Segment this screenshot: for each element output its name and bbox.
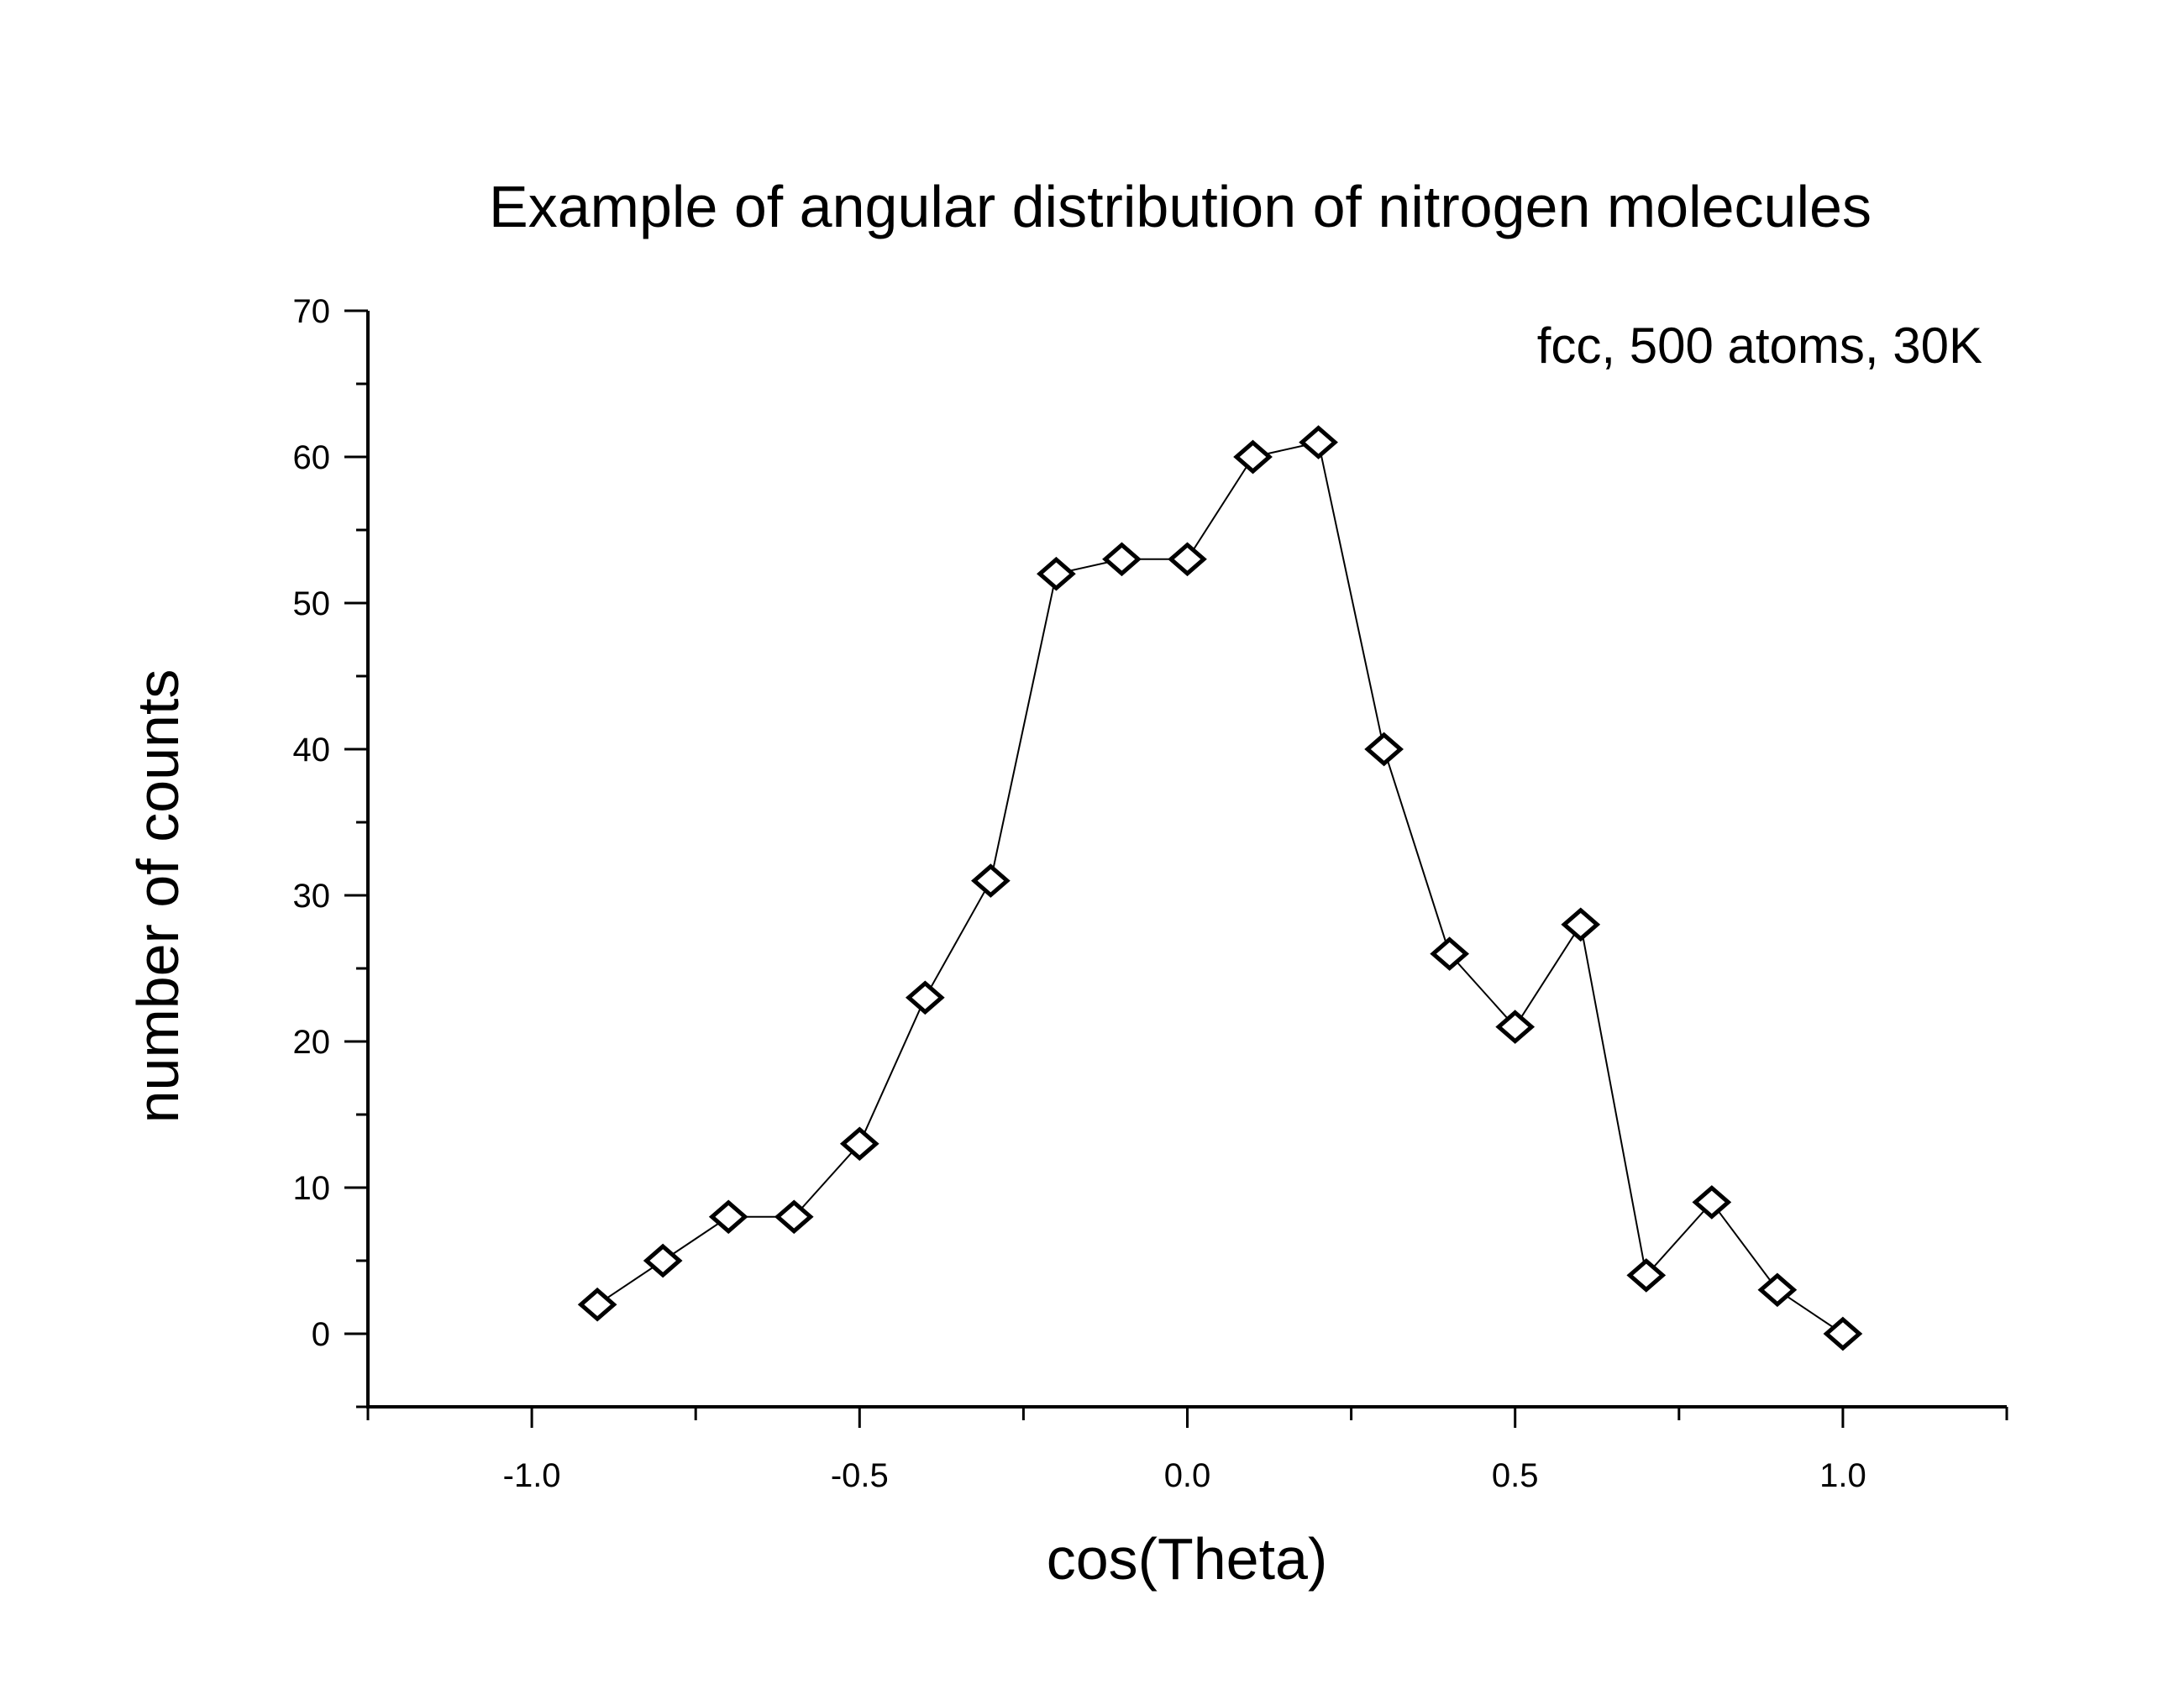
y-tick-label: 0 — [312, 1316, 330, 1353]
data-point-marker — [1692, 1185, 1732, 1220]
x-tick-label: -0.5 — [831, 1457, 889, 1494]
data-point-marker — [1037, 556, 1076, 591]
data-point-marker — [708, 1199, 748, 1235]
data-point-marker — [971, 863, 1011, 898]
y-tick-label: 60 — [293, 439, 331, 476]
y-tick-label: 10 — [293, 1170, 331, 1207]
y-tick-label: 70 — [293, 293, 331, 330]
y-tick-label: 40 — [293, 732, 331, 769]
series-line — [596, 441, 1844, 1335]
data-point-marker — [905, 980, 945, 1015]
data-point-marker — [643, 1243, 683, 1278]
chart-annotation: fcc, 500 atoms, 30K — [1537, 317, 1982, 374]
data-point-marker — [1364, 732, 1404, 767]
x-tick-label: 1.0 — [1819, 1457, 1866, 1494]
data-point-marker — [1168, 542, 1207, 577]
x-tick-label: 0.5 — [1492, 1457, 1539, 1494]
data-point-marker — [1233, 439, 1273, 475]
data-series — [577, 425, 1863, 1351]
axes: 0 10 20 30 40 50 60 70 -1.0 -0.5 0.0 0.5 1.0 — [293, 293, 2008, 1494]
data-point-marker — [774, 1199, 814, 1235]
data-point-marker — [1299, 425, 1338, 459]
x-tick-label: 0.0 — [1164, 1457, 1211, 1494]
data-point-marker — [1561, 907, 1601, 942]
y-tick-label: 30 — [293, 878, 331, 915]
data-point-marker — [1757, 1272, 1798, 1308]
data-point-marker — [1102, 542, 1142, 577]
y-axis-label: number of counts — [125, 669, 191, 1124]
chart-title: Example of angular distribution of nitro… — [489, 174, 1872, 239]
x-axis-label: cos(Theta) — [1047, 1526, 1328, 1592]
x-tick-label: -1.0 — [503, 1457, 561, 1494]
data-point-marker — [1823, 1316, 1863, 1351]
y-tick-label: 50 — [293, 585, 331, 622]
y-tick-label: 20 — [293, 1024, 331, 1061]
data-point-marker — [1626, 1258, 1667, 1293]
data-point-marker — [577, 1287, 617, 1322]
data-point-marker — [1495, 1010, 1536, 1044]
data-point-marker — [839, 1126, 879, 1162]
data-point-marker — [1430, 936, 1470, 971]
